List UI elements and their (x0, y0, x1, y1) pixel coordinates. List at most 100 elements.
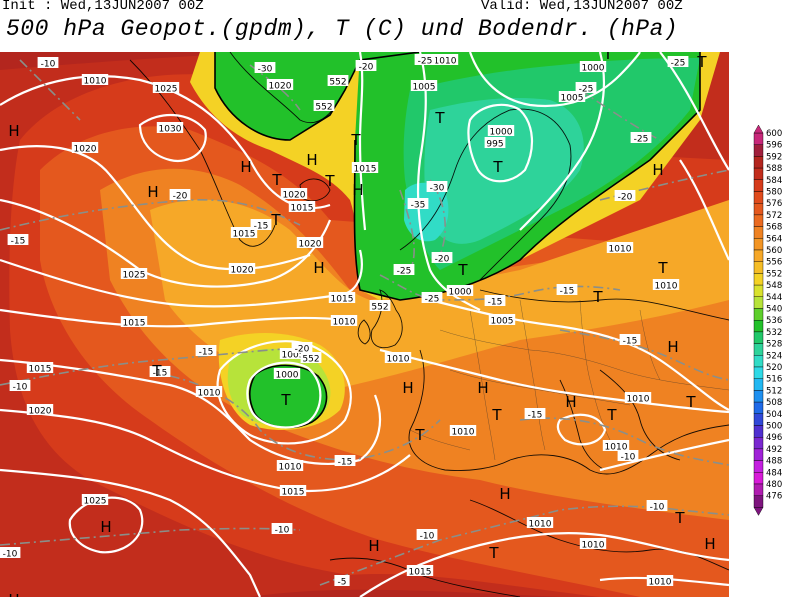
isotherm-label-bg (291, 342, 313, 353)
isobar-label: 1000 (276, 371, 299, 381)
isotherm-label-bg (9, 380, 31, 391)
high-pressure-marker: H (652, 161, 663, 179)
isotherm-label-bg (7, 234, 29, 245)
isobar-label-bg (446, 285, 474, 296)
isobar-label-bg (449, 425, 477, 436)
isobar-label-bg (195, 386, 223, 397)
isotherm-label: -20 (435, 255, 450, 265)
isobar-label-bg (410, 80, 438, 91)
isobar-label: 1030 (159, 125, 182, 135)
isobar-label: 1010 (582, 541, 605, 551)
isotherm-label: -25 (634, 135, 649, 145)
low-pressure-marker: T (324, 172, 335, 190)
isobar-label-bg (526, 517, 554, 528)
isobar-label-bg (26, 404, 54, 415)
isobar-label: 1020 (269, 82, 292, 92)
isotherm-label-bg (421, 292, 443, 303)
high-pressure-marker: H (402, 379, 413, 397)
isobar-label: 1010 (387, 355, 410, 365)
low-pressure-marker: T (606, 406, 617, 424)
isotherm-label-bg (484, 295, 506, 306)
legend-swatch (753, 261, 764, 274)
isotherm-label: -10 (3, 550, 18, 560)
geopotential-label: 552 (302, 355, 319, 365)
isobar-label: 1010 (434, 57, 457, 67)
isobar-label: 1025 (123, 271, 146, 281)
legend-swatch (753, 238, 764, 251)
low-pressure-marker: T (151, 362, 162, 380)
isobar-label: 1000 (449, 288, 472, 298)
isobar-label-bg (81, 494, 109, 505)
isotherm-label: -10 (275, 526, 290, 536)
legend-arrow-top (753, 125, 764, 134)
isobar-label: 1015 (29, 365, 52, 375)
isotherm-label-bg (667, 56, 689, 67)
isotherm-label: -10 (13, 383, 28, 393)
isotherm-label: -15 (560, 287, 575, 297)
legend-label: 516 (766, 375, 782, 385)
isobar-label: 1015 (291, 204, 314, 214)
legend-swatch (753, 460, 764, 473)
legend-swatch (753, 343, 764, 356)
isotherm-label-bg (431, 252, 453, 263)
isobar-label: 1010 (84, 77, 107, 87)
isotherm-label: -25 (579, 85, 594, 95)
isobar-label-bg (280, 188, 308, 199)
isobar-label-bg (624, 392, 652, 403)
isobar-label: 1020 (74, 145, 97, 155)
isotherm-label-bg (646, 500, 668, 511)
isotherm-label: -15 (528, 411, 543, 421)
isotherm-label: -25 (425, 295, 440, 305)
legend-label: 584 (766, 176, 782, 186)
map-title: 500 hPa Geopot.(gpdm), T (C) und Bodendr… (6, 16, 679, 42)
geopotential-label-bg (327, 75, 349, 86)
low-pressure-marker: T (280, 391, 291, 409)
isobar-label: 1010 (333, 318, 356, 328)
isobar-label-bg (330, 315, 358, 326)
isobar-label-bg (120, 316, 148, 327)
isobar-label: 1005 (413, 83, 436, 93)
isotherm-label: -5 (338, 578, 347, 588)
isobar-label-bg (26, 362, 54, 373)
isotherm-label: -25 (671, 59, 686, 69)
isobar-label-bg (484, 137, 506, 148)
low-pressure-marker: T (602, 52, 613, 63)
isobar-label: 1005 (282, 351, 305, 361)
high-pressure-marker: H (667, 338, 678, 356)
isotherm-label-bg (414, 54, 436, 65)
isotherm-label-bg (195, 345, 217, 356)
isobar-label-bg (279, 485, 307, 496)
geopotential-fill (0, 52, 729, 597)
legend-label: 536 (766, 316, 782, 326)
isotherm-label-bg (37, 57, 59, 68)
isobar-label: 1015 (409, 568, 432, 578)
legend-label: 576 (766, 199, 782, 209)
legend-swatch (753, 355, 764, 368)
init-time: Init : Wed,13JUN2007 00Z (2, 0, 204, 14)
high-pressure-marker: H (306, 151, 317, 169)
isobar-label: 1025 (84, 497, 107, 507)
legend-label: 596 (766, 141, 782, 151)
legend-label: 572 (766, 211, 782, 221)
high-pressure-marker: H (477, 379, 488, 397)
isobar-label: 1020 (299, 240, 322, 250)
isobar-label: 1000 (490, 128, 513, 138)
isotherm-label: -10 (621, 453, 636, 463)
legend-label: 600 (766, 129, 782, 139)
low-pressure-marker: T (491, 406, 502, 424)
pressure-centers: HHHHTTTHTHTTTTHTTTHTTHHTHTTTHHHTTHH (8, 52, 715, 597)
legend-label: 548 (766, 281, 782, 291)
isotherm-label-bg (250, 219, 272, 230)
legend-swatch (753, 413, 764, 426)
legend-swatch (753, 202, 764, 216)
isobar-label: 1020 (283, 191, 306, 201)
high-pressure-marker: H (100, 518, 111, 536)
isotherm-label-bg (416, 529, 438, 540)
isobar-label: 995 (486, 140, 503, 150)
isobar-label: 1020 (29, 407, 52, 417)
isotherm-label-bg (0, 547, 21, 558)
isobar-label-bg (646, 575, 674, 586)
low-pressure-marker: T (685, 393, 696, 411)
isobar-label-bg (120, 268, 148, 279)
isotherm-label-bg (254, 62, 276, 73)
